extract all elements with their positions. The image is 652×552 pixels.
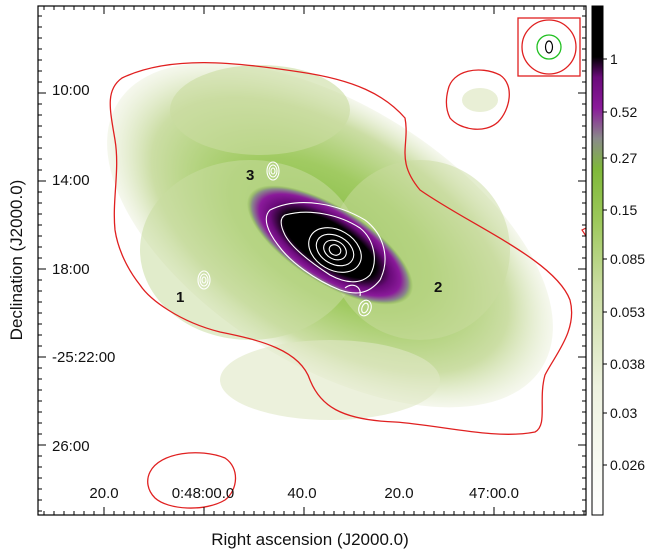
- colorbar-tick-label: 0.27: [610, 150, 637, 166]
- halo-extension-north: [170, 65, 350, 155]
- x-tick-label: 20.0: [89, 485, 118, 502]
- y-tick-label: 18:00: [52, 261, 90, 278]
- y-tick-label: -25:22:00: [52, 349, 115, 366]
- source-label-2: 2: [434, 279, 442, 296]
- halo-extension-south: [220, 340, 440, 420]
- colorbar-tick-label: 0.15: [610, 202, 637, 218]
- x-tick-label: 40.0: [287, 485, 316, 502]
- y-tick-label: 26:00: [52, 438, 90, 455]
- x-tick-label: 20.0: [384, 485, 413, 502]
- white-contours: [197, 161, 386, 317]
- colorbar-tick-label: 0.026: [610, 457, 645, 473]
- colorbar: 1 0.52 0.27 0.15 0.085 0.053 0.038 0.03 …: [591, 5, 645, 516]
- beam-black-ellipse: [544, 40, 554, 54]
- red-contour-northeast: [445, 69, 510, 130]
- plot-frame: [37, 5, 587, 516]
- y-axis-title: Declination (J2000.0): [7, 180, 26, 341]
- colorbar-bar: [591, 5, 604, 516]
- colorbar-tick-label: 0.085: [610, 251, 645, 267]
- galaxy-disk-core: [246, 185, 414, 305]
- y-tick-label: 14:00: [52, 172, 90, 189]
- colorbar-tick-label: 0.52: [610, 104, 637, 120]
- colorbar-tick-label: 0.053: [610, 304, 645, 320]
- x-axis-title: Right ascension (J2000.0): [211, 530, 409, 549]
- halo-blob-northeast: [462, 88, 498, 112]
- y-tick-label: 10:00: [52, 82, 90, 99]
- beam-green-circle: [536, 34, 562, 60]
- colorbar-tick-label: 1: [610, 51, 618, 67]
- image-area: [38, 6, 586, 515]
- colorbar-tick-label: 0.03: [610, 405, 637, 421]
- red-contour-edge: [581, 227, 586, 238]
- colorbar-tick-label: 0.038: [610, 356, 645, 372]
- x-tick-label: 47:00.0: [469, 485, 519, 502]
- source-label-1: 1: [176, 289, 184, 306]
- beam-red-circle: [521, 19, 577, 75]
- axis-ticks: [38, 6, 586, 515]
- x-tick-label: 0:48:00.0: [172, 485, 235, 502]
- beam-inset: [517, 17, 581, 77]
- outer-red-contour: [109, 61, 573, 435]
- red-contour-south: [147, 452, 237, 509]
- source-label-3: 3: [246, 167, 254, 184]
